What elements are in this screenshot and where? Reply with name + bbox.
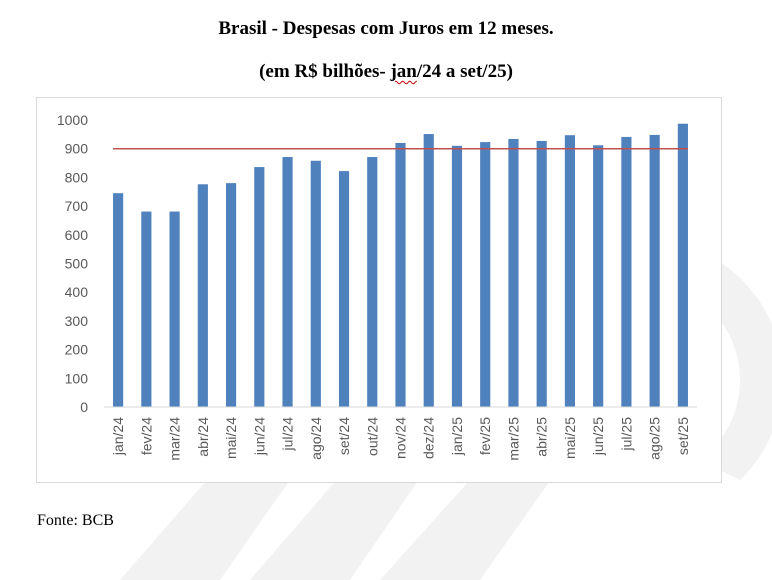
- x-tick-label: fev/25: [477, 417, 493, 455]
- x-tick-label: mai/24: [223, 417, 239, 459]
- y-tick-label: 800: [65, 169, 89, 185]
- y-axis: 0 100 200 300 400 500 600 700 800 900 1000: [57, 112, 88, 415]
- y-tick-label: 1000: [57, 112, 88, 128]
- x-tick-label: set/24: [336, 417, 352, 455]
- bars-group: [113, 123, 688, 408]
- bar-set-25: [677, 123, 688, 407]
- bar-mai-25: [564, 135, 576, 407]
- x-tick-label: jul/24: [280, 417, 296, 452]
- x-tick-label: nov/24: [393, 417, 409, 459]
- x-axis: jan/24 fev/24 mar/24 abr/24 mai/24 jun/24 jul/…: [110, 417, 691, 461]
- subtitle-part-1: (em R$ bilhões-: [259, 61, 391, 82]
- x-tick-label: mai/25: [562, 417, 578, 459]
- bar-jun-25: [593, 145, 604, 408]
- bar-mar-25: [508, 138, 519, 407]
- x-tick-label: abr/24: [195, 417, 211, 457]
- y-tick-label: 400: [65, 284, 89, 300]
- x-tick-label: ago/25: [647, 417, 663, 460]
- y-tick-label: 200: [65, 342, 89, 358]
- bar-nov-24: [395, 142, 406, 407]
- bar-dez-24: [423, 134, 434, 408]
- x-tick-label: fev/24: [138, 417, 154, 455]
- x-tick-label: dez/24: [421, 417, 437, 459]
- y-tick-label: 500: [65, 256, 89, 272]
- chart-area: 0 100 200 300 400 500 600 700 800 900 1000 jan/24 f…: [36, 97, 722, 483]
- bar-set-24: [338, 171, 350, 407]
- bar-jul-25: [621, 136, 632, 408]
- x-tick-label: jul/25: [618, 417, 634, 452]
- y-tick-label: 600: [65, 227, 89, 243]
- x-tick-label: out/24: [364, 417, 380, 456]
- bar-chart: 0 100 200 300 400 500 600 700 800 900 1000 jan/24 f…: [57, 112, 697, 461]
- x-tick-label: mar/25: [505, 417, 521, 461]
- bar-fev-24: [141, 211, 152, 407]
- chart-title: Brasil - Despesas com Juros em 12 meses.: [218, 18, 554, 39]
- bar-out-24: [367, 157, 378, 407]
- x-tick-label: jan/24: [110, 417, 126, 456]
- x-tick-label: abr/25: [534, 417, 550, 457]
- x-tick-label: mar/24: [167, 417, 183, 461]
- bar-mai-24: [225, 183, 237, 407]
- bar-jun-24: [254, 167, 265, 407]
- subtitle-part-2: jan: [390, 61, 417, 82]
- y-tick-label: 300: [65, 313, 89, 329]
- source-note: Fonte: BCB: [37, 512, 114, 529]
- bar-ago-24: [310, 160, 321, 407]
- bar-ago-25: [649, 134, 660, 407]
- chart-subtitle: (em R$ bilhões- jan/24 a set/25): [0, 61, 772, 83]
- y-tick-label: 900: [65, 141, 89, 157]
- y-tick-label: 100: [65, 370, 89, 386]
- bar-jan-24: [113, 193, 124, 407]
- x-tick-label: jun/24: [251, 417, 267, 456]
- x-tick-label: jan/25: [449, 417, 465, 456]
- x-tick-label: set/25: [675, 417, 691, 455]
- x-tick-label: ago/24: [308, 417, 324, 460]
- subtitle-part-3: /24 a set/25): [416, 61, 513, 82]
- bar-jul-24: [282, 157, 293, 407]
- y-tick-label: 700: [65, 198, 89, 214]
- bar-jan-25: [451, 145, 463, 407]
- bar-abr-25: [536, 140, 547, 408]
- x-tick-label: jun/25: [590, 417, 606, 456]
- bar-mar-24: [169, 211, 180, 407]
- bar-abr-24: [197, 184, 208, 407]
- bar-fev-25: [480, 142, 491, 407]
- y-tick-label: 0: [80, 399, 88, 415]
